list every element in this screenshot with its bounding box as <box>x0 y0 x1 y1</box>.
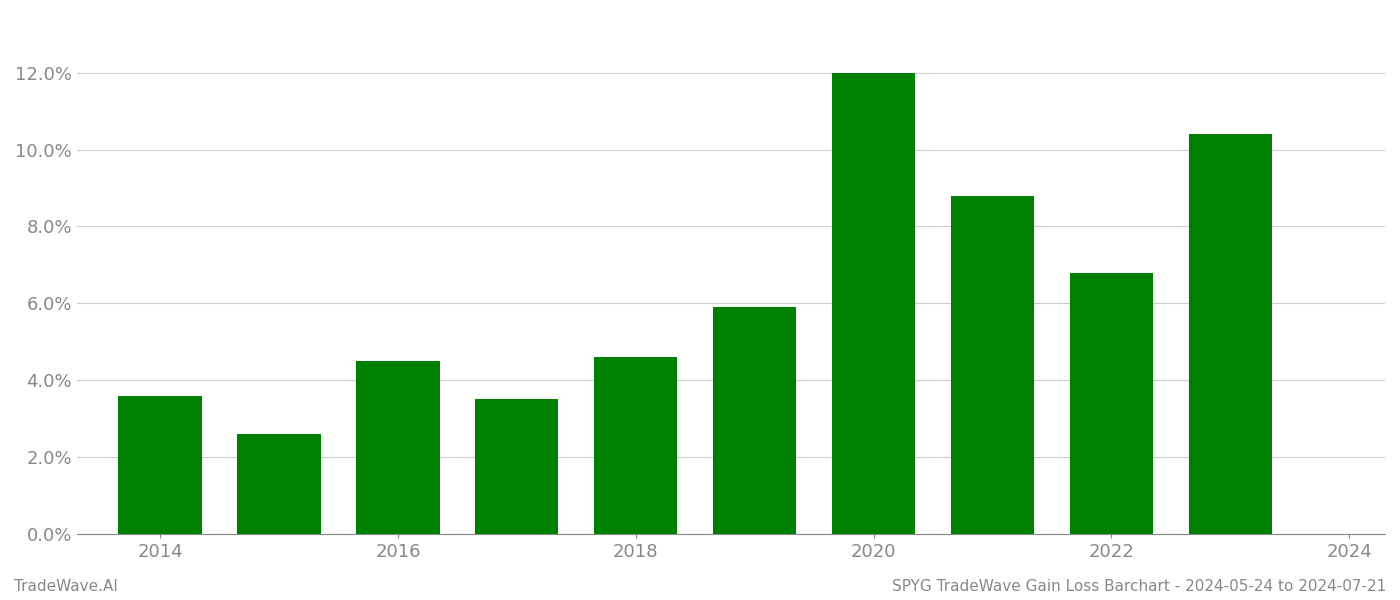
Bar <box>832 73 916 534</box>
Bar <box>1070 272 1154 534</box>
Bar <box>475 400 559 534</box>
Text: TradeWave.AI: TradeWave.AI <box>14 579 118 594</box>
Bar <box>119 395 202 534</box>
Bar <box>713 307 797 534</box>
Bar <box>357 361 440 534</box>
Text: SPYG TradeWave Gain Loss Barchart - 2024-05-24 to 2024-07-21: SPYG TradeWave Gain Loss Barchart - 2024… <box>892 579 1386 594</box>
Bar <box>1189 134 1273 534</box>
Bar <box>594 357 678 534</box>
Bar <box>238 434 321 534</box>
Bar <box>951 196 1035 534</box>
